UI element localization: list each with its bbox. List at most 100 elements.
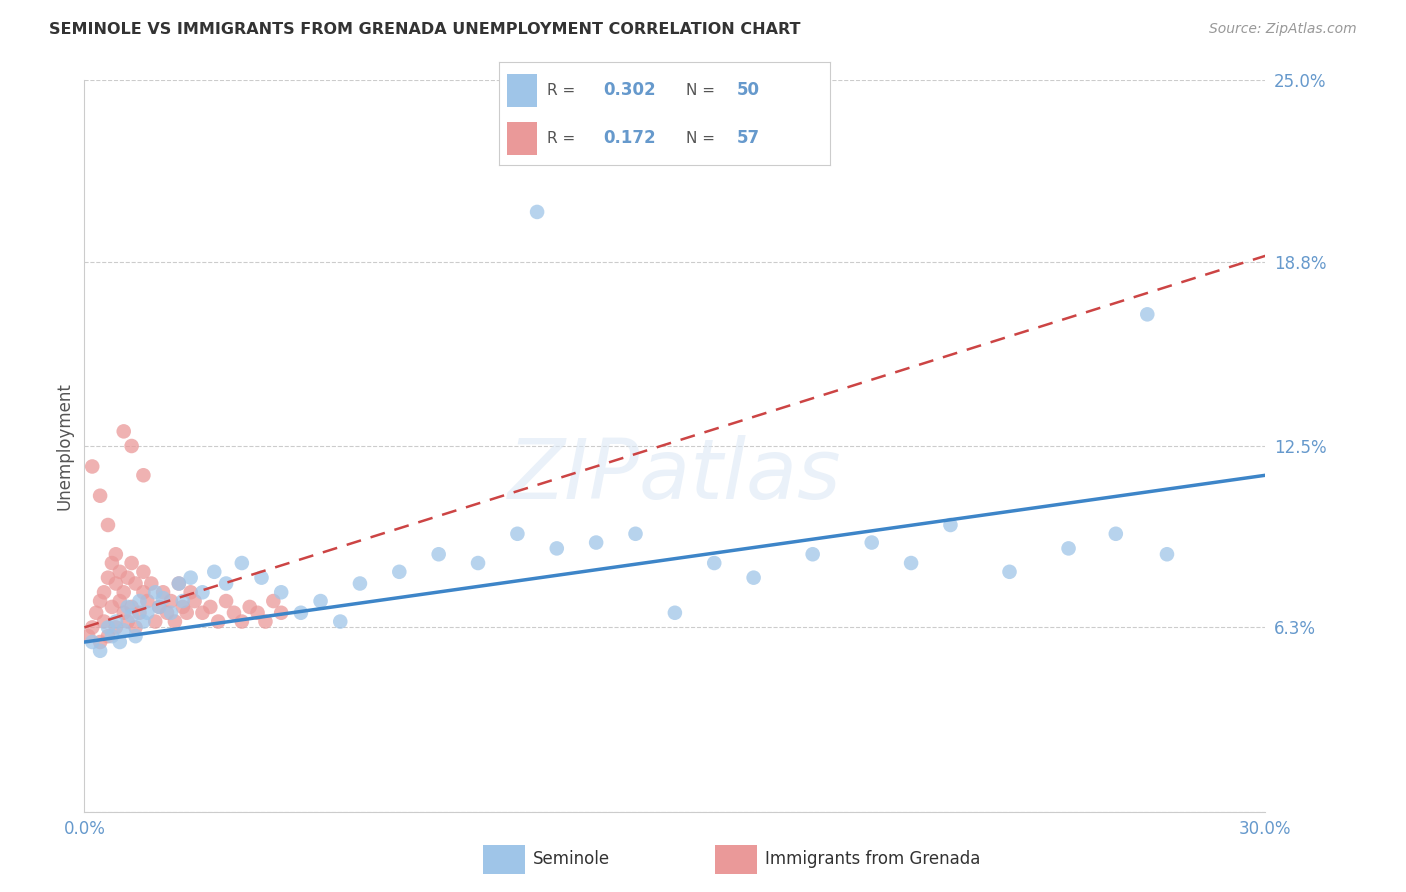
- Point: [89, 644, 111, 658]
- Point: [239, 599, 262, 614]
- Point: [183, 594, 205, 608]
- Point: [124, 576, 146, 591]
- Point: [860, 535, 883, 549]
- Point: [1136, 307, 1159, 321]
- Point: [104, 620, 127, 634]
- Point: [801, 547, 824, 561]
- Point: [703, 556, 725, 570]
- Point: [167, 576, 190, 591]
- Point: [77, 629, 100, 643]
- Point: [1156, 547, 1178, 561]
- Point: [132, 565, 155, 579]
- Point: [215, 594, 238, 608]
- Point: [231, 556, 253, 570]
- Point: [97, 571, 120, 585]
- FancyBboxPatch shape: [716, 845, 758, 874]
- Point: [427, 547, 450, 561]
- Point: [742, 571, 765, 585]
- Point: [97, 518, 120, 533]
- Point: [104, 615, 127, 629]
- Point: [191, 606, 214, 620]
- Point: [121, 599, 143, 614]
- Point: [93, 615, 115, 629]
- Point: [180, 571, 202, 585]
- Point: [104, 547, 127, 561]
- Point: [132, 615, 155, 629]
- Point: [104, 576, 127, 591]
- Point: [172, 599, 194, 614]
- Point: [246, 606, 269, 620]
- Point: [132, 585, 155, 599]
- Text: N =: N =: [686, 83, 720, 97]
- Point: [141, 576, 163, 591]
- Point: [939, 518, 962, 533]
- Point: [84, 606, 107, 620]
- Text: N =: N =: [686, 131, 720, 146]
- Point: [121, 439, 143, 453]
- Point: [101, 599, 124, 614]
- Point: [624, 526, 647, 541]
- Point: [172, 594, 194, 608]
- Point: [128, 606, 150, 620]
- Point: [167, 576, 190, 591]
- Text: ZIPatlas: ZIPatlas: [508, 434, 842, 516]
- Point: [231, 615, 253, 629]
- Point: [112, 585, 135, 599]
- Point: [117, 615, 139, 629]
- Text: Immigrants from Grenada: Immigrants from Grenada: [765, 849, 980, 868]
- Point: [262, 594, 284, 608]
- Point: [290, 606, 312, 620]
- Text: Seminole: Seminole: [533, 849, 610, 868]
- Point: [388, 565, 411, 579]
- Point: [132, 468, 155, 483]
- Point: [93, 585, 115, 599]
- Point: [136, 606, 159, 620]
- Point: [202, 565, 225, 579]
- Point: [143, 615, 166, 629]
- Text: Source: ZipAtlas.com: Source: ZipAtlas.com: [1209, 22, 1357, 37]
- Point: [89, 635, 111, 649]
- Point: [467, 556, 489, 570]
- Point: [121, 556, 143, 570]
- Point: [97, 620, 120, 634]
- Point: [89, 489, 111, 503]
- Point: [136, 594, 159, 608]
- Point: [1057, 541, 1080, 556]
- Point: [101, 556, 124, 570]
- Text: R =: R =: [547, 131, 581, 146]
- Point: [191, 585, 214, 599]
- Point: [163, 615, 186, 629]
- Point: [349, 576, 371, 591]
- Point: [108, 594, 131, 608]
- Point: [124, 629, 146, 643]
- Point: [176, 606, 198, 620]
- Point: [329, 615, 352, 629]
- Point: [222, 606, 245, 620]
- Point: [108, 635, 131, 649]
- FancyBboxPatch shape: [508, 122, 537, 155]
- Point: [270, 606, 292, 620]
- FancyBboxPatch shape: [508, 74, 537, 106]
- Point: [124, 620, 146, 634]
- Point: [1105, 526, 1128, 541]
- Point: [97, 629, 120, 643]
- Point: [664, 606, 686, 620]
- Point: [112, 624, 135, 638]
- Point: [117, 599, 139, 614]
- Point: [156, 606, 179, 620]
- Point: [82, 620, 104, 634]
- Point: [112, 425, 135, 439]
- Text: 0.172: 0.172: [603, 129, 655, 147]
- Point: [152, 585, 174, 599]
- Point: [112, 606, 135, 620]
- Point: [998, 565, 1021, 579]
- Point: [200, 599, 222, 614]
- Point: [250, 571, 273, 585]
- Point: [207, 615, 229, 629]
- Point: [148, 599, 170, 614]
- Point: [215, 576, 238, 591]
- Point: [270, 585, 292, 599]
- Point: [254, 615, 277, 629]
- Text: SEMINOLE VS IMMIGRANTS FROM GRENADA UNEMPLOYMENT CORRELATION CHART: SEMINOLE VS IMMIGRANTS FROM GRENADA UNEM…: [49, 22, 800, 37]
- Point: [108, 565, 131, 579]
